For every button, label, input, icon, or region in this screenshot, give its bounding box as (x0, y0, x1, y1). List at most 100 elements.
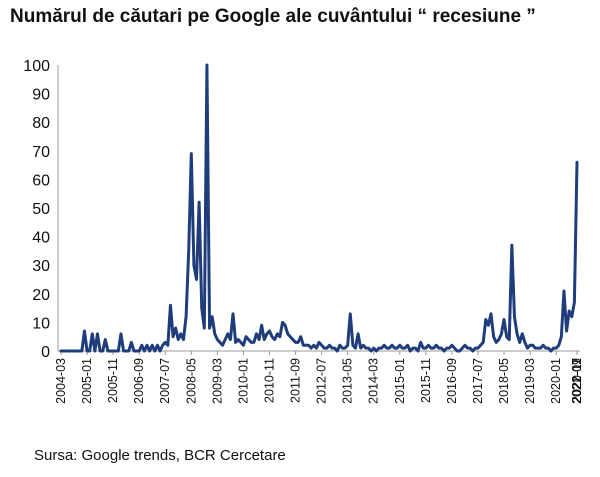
data-point (258, 339, 260, 341)
data-point (136, 350, 138, 352)
data-point (566, 330, 568, 332)
data-point (102, 350, 104, 352)
data-point (96, 333, 98, 335)
x-tick-label: 2019-03 (523, 358, 537, 404)
data-point (175, 327, 177, 329)
data-point (224, 339, 226, 341)
data-point (370, 350, 372, 352)
data-point (227, 333, 229, 335)
data-point (232, 313, 234, 315)
y-axis-labels: 0 10 20 30 40 50 60 70 80 90 100 (23, 58, 50, 361)
data-point (188, 250, 190, 252)
x-tick-label: 2010-01 (236, 358, 250, 404)
data-point (365, 347, 367, 349)
y-tick-label: 70 (32, 144, 50, 161)
data-point (321, 344, 323, 346)
data-point (193, 264, 195, 266)
data-point (99, 350, 101, 352)
data-point (407, 344, 409, 346)
data-point (354, 347, 356, 349)
data-point (107, 350, 109, 352)
data-point (287, 333, 289, 335)
data-point (394, 347, 396, 349)
data-point (177, 339, 179, 341)
data-point (454, 347, 456, 349)
data-point (511, 244, 513, 246)
data-point (472, 350, 474, 352)
data-point (164, 341, 166, 343)
data-point (422, 347, 424, 349)
data-point (357, 333, 359, 335)
data-point (78, 350, 80, 352)
data-point (469, 347, 471, 349)
y-tick-label: 0 (41, 344, 50, 361)
data-point (347, 344, 349, 346)
data-point (81, 350, 83, 352)
data-point (500, 333, 502, 335)
data-point (237, 339, 239, 341)
data-point (508, 339, 510, 341)
data-point (339, 344, 341, 346)
data-point (115, 350, 117, 352)
data-point (550, 350, 552, 352)
data-point (560, 336, 562, 338)
data-point (229, 339, 231, 341)
data-point (172, 336, 174, 338)
data-point (513, 316, 515, 318)
x-tick-label: 2017-07 (471, 358, 485, 404)
data-point (245, 336, 247, 338)
y-tick-label: 50 (32, 201, 50, 218)
data-point (117, 350, 119, 352)
data-point (540, 347, 542, 349)
data-point (151, 344, 153, 346)
data-point (182, 339, 184, 341)
data-point (399, 344, 401, 346)
data-point (318, 341, 320, 343)
data-point (553, 347, 555, 349)
x-tick-label: 2006-09 (132, 358, 146, 404)
data-point (206, 64, 208, 66)
data-point (542, 344, 544, 346)
data-point (289, 336, 291, 338)
data-point (456, 350, 458, 352)
data-point (401, 347, 403, 349)
data-point (414, 347, 416, 349)
data-point (352, 344, 354, 346)
data-point (313, 344, 315, 346)
data-point (242, 344, 244, 346)
data-point (203, 327, 205, 329)
y-tick-label: 100 (23, 58, 50, 75)
x-tick-label: 2014-03 (367, 358, 381, 404)
data-point (240, 341, 242, 343)
x-tick-label: 2021-09 (570, 358, 584, 404)
data-point (571, 316, 573, 318)
data-point (516, 333, 518, 335)
data-point (474, 347, 476, 349)
data-point (373, 347, 375, 349)
data-point (169, 304, 171, 306)
data-point (573, 301, 575, 303)
x-tick-label: 2015-01 (393, 358, 407, 404)
data-point (349, 313, 351, 315)
data-point (133, 350, 135, 352)
data-point (76, 350, 78, 352)
data-point (162, 344, 164, 346)
data-point (537, 347, 539, 349)
chart-title: Numărul de căutari pe Google ale cuvântu… (10, 6, 536, 27)
data-point (248, 339, 250, 341)
data-point (268, 330, 270, 332)
data-point (331, 347, 333, 349)
data-point (138, 350, 140, 352)
x-tick-label: 2007-07 (158, 358, 172, 404)
data-point (250, 341, 252, 343)
data-point (448, 347, 450, 349)
data-point (336, 350, 338, 352)
data-point (146, 344, 148, 346)
data-point (94, 350, 96, 352)
data-point (295, 341, 297, 343)
data-point (86, 350, 88, 352)
data-point (125, 350, 127, 352)
data-point (396, 347, 398, 349)
data-point (409, 350, 411, 352)
data-point (427, 344, 429, 346)
